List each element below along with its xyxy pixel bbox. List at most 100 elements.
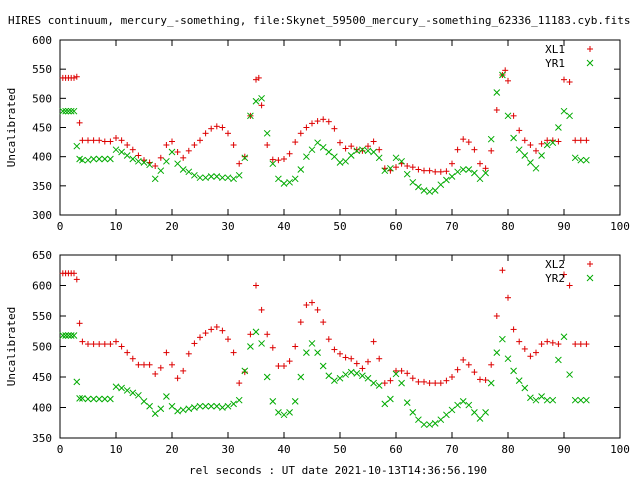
data-point-xl2 [292,343,299,350]
data-point-xl2 [107,341,114,348]
data-point-xl1 [437,168,444,175]
data-point-xl2 [493,313,500,319]
data-point-yr1 [577,156,585,164]
data-point-xl2 [449,374,455,380]
x-tick-label: 0 [57,220,64,233]
data-point-yr1 [314,139,321,147]
data-point-yr1 [70,107,78,115]
x-tick-label: 10 [109,443,122,456]
data-point-yr2 [420,421,428,428]
data-point-xl2 [376,355,383,362]
data-point-yr2 [107,395,114,403]
data-point-xl1 [421,167,427,174]
data-point-xl2 [185,350,192,357]
data-point-xl1 [471,146,478,153]
x-tick-label: 70 [445,220,458,233]
data-point-xl2 [219,327,226,334]
data-point-yr2 [364,374,372,382]
data-point-yr1 [493,89,501,96]
data-point-xl1 [219,124,226,131]
data-point-xl1 [169,138,175,145]
data-point-xl2 [331,346,338,353]
data-point-xl1 [96,137,103,144]
data-point-yr2 [448,406,456,414]
data-point-xl1 [460,136,467,143]
data-point-yr2 [560,333,568,341]
data-point-yr1 [269,160,277,168]
data-point-yr2 [392,370,400,378]
data-point-yr2 [146,402,153,410]
data-point-xl2 [353,360,360,367]
data-point-xl1 [292,139,299,146]
data-point-yr2 [527,394,534,402]
data-point-xl1 [572,137,579,144]
data-point-xl1 [71,74,77,81]
data-point-xl2 [113,338,119,345]
chart-title: HIRES continuum, mercury_-something, fil… [8,14,631,27]
data-point-xl2 [544,338,551,345]
data-point-xl2 [454,366,461,373]
data-point-yr2 [409,409,417,416]
data-point-yr2 [398,379,405,387]
data-point-xl2 [488,361,495,368]
data-point-yr1 [566,112,573,120]
data-point-xl1 [337,139,343,146]
data-point-xl1 [269,156,276,163]
data-point-xl2 [555,341,562,348]
x-tick-label: 60 [389,443,402,456]
data-point-xl2 [342,354,349,361]
data-point-yr1 [140,159,148,166]
data-point-xl2 [443,377,450,384]
data-point-xl2 [236,380,243,387]
data-point-xl2 [421,378,427,385]
data-point-xl2 [275,363,282,370]
data-point-yr1 [163,157,170,165]
data-point-yr2 [70,332,78,339]
data-point-xl2 [90,341,97,348]
data-point-xl1 [281,156,287,162]
data-point-xl1 [409,164,416,171]
data-point-yr2 [403,399,411,406]
data-point-yr2 [499,335,506,343]
data-point-xl1 [432,168,439,175]
data-point-yr2 [297,373,305,381]
data-point-yr1 [62,107,69,115]
bottom-axis-ticks: 0 10 20 30 40 50 60 70 80 90 100 350 400 450 500 550 600… [32,249,630,456]
data-point-yr2 [196,402,204,410]
data-point-yr1 [224,174,232,182]
y-tick-label: 400 [32,151,52,164]
data-point-yr2 [157,405,165,413]
data-point-xl1 [314,118,321,125]
data-point-yr1 [437,181,445,189]
data-point-yr1 [370,148,377,156]
data-point-xl1 [264,142,271,148]
data-point-yr2 [465,401,473,409]
data-point-yr2 [59,332,67,339]
data-point-xl1 [521,137,528,144]
data-point-xl2 [432,380,439,387]
bottom-data-marks [59,267,590,428]
data-point-yr2 [487,379,495,387]
data-point-xl1 [454,146,461,153]
data-point-xl1 [365,143,371,150]
data-point-yr2 [521,384,529,392]
data-point-yr1 [527,159,534,166]
data-point-yr2 [431,420,439,427]
data-point-xl1 [202,130,209,137]
top-data-marks [59,67,590,196]
data-point-yr1 [443,176,450,184]
data-point-yr1 [107,155,114,163]
data-point-yr2 [359,372,366,380]
data-point-xl1 [275,157,282,164]
data-point-xl2 [191,340,198,347]
data-point-yr1 [571,154,579,162]
data-point-yr2 [224,402,232,410]
data-point-yr1 [392,154,400,162]
data-point-yr1 [532,164,540,172]
data-point-yr2 [112,383,120,391]
data-point-xl2 [129,355,136,362]
data-point-xl2 [180,367,187,374]
data-point-yr1 [465,166,473,173]
data-point-xl2 [393,367,399,374]
data-point-yr1 [398,157,405,165]
